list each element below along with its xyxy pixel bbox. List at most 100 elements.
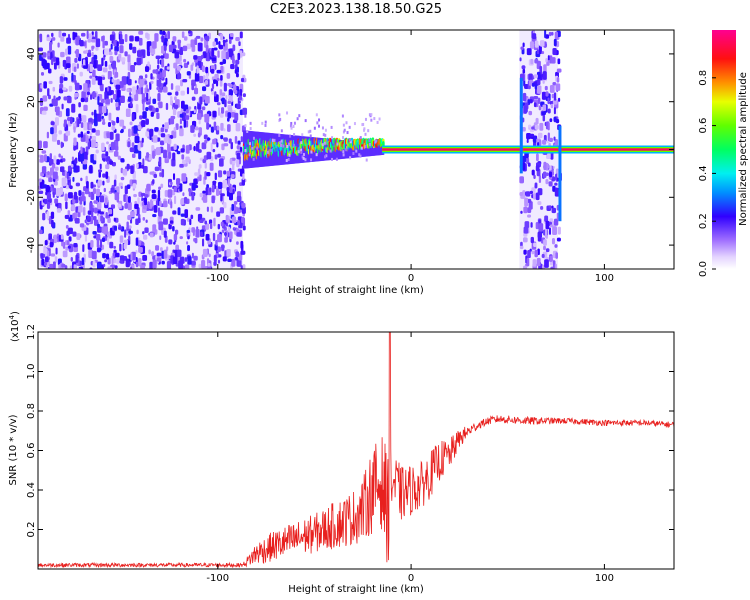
noise-cell xyxy=(130,252,133,261)
noise-cell xyxy=(97,202,102,210)
noise-cell xyxy=(527,249,531,259)
noise-cell xyxy=(212,232,216,242)
noise-cell xyxy=(240,265,243,269)
noise-cell xyxy=(136,57,142,66)
signal-cell xyxy=(355,141,358,158)
noise-cell xyxy=(521,65,526,70)
x-tick-label: 0 xyxy=(408,573,414,584)
snr-panel: -100 0 100 0.2 0.4 0.6 0.8 1.0 1.2 Height of str… xyxy=(8,311,675,595)
signal-cell xyxy=(324,128,327,132)
noise-cell xyxy=(553,107,556,115)
spectrogram-xlabel: Height of straight line (km) xyxy=(288,285,424,296)
noise-cell xyxy=(215,239,218,246)
noise-cell xyxy=(193,145,196,152)
noise-cell xyxy=(221,244,225,252)
noise-cell xyxy=(550,151,554,160)
noise-cell xyxy=(523,105,528,114)
noise-cell xyxy=(173,233,178,241)
noise-cell xyxy=(44,198,48,205)
noise-cell xyxy=(529,41,534,49)
noise-cell xyxy=(236,103,241,110)
noise-cell xyxy=(228,192,234,201)
noise-cell xyxy=(124,202,128,209)
noise-cell xyxy=(536,71,541,80)
noise-cell xyxy=(128,230,133,234)
noise-cell xyxy=(145,131,150,137)
noise-cell xyxy=(67,116,71,121)
noise-cell xyxy=(210,68,215,74)
noise-cell xyxy=(209,162,214,171)
noise-cell xyxy=(224,232,227,236)
noise-cell xyxy=(541,51,545,55)
noise-cell xyxy=(229,33,234,38)
signal-cell xyxy=(249,127,252,131)
noise-cell xyxy=(91,31,94,36)
signal-cell xyxy=(280,143,283,147)
noise-cell xyxy=(117,203,122,208)
signal-cell xyxy=(370,113,373,117)
noise-cell xyxy=(228,48,234,58)
noise-cell xyxy=(214,172,217,181)
noise-cell xyxy=(527,207,532,213)
noise-cell xyxy=(135,237,139,246)
noise-cell xyxy=(190,39,195,48)
noise-cell xyxy=(175,123,179,131)
noise-cell xyxy=(238,41,241,47)
noise-cell xyxy=(201,106,206,111)
noise-cell xyxy=(43,141,48,149)
noise-cell xyxy=(202,65,205,73)
noise-cell xyxy=(193,55,198,60)
noise-cell xyxy=(92,187,97,195)
noise-cell xyxy=(166,66,170,70)
noise-cell xyxy=(60,73,65,77)
signal-cell xyxy=(261,121,264,125)
noise-cell xyxy=(227,117,230,122)
noise-cell xyxy=(63,96,68,101)
noise-cell xyxy=(172,210,177,215)
noise-cell xyxy=(185,109,189,114)
noise-cell xyxy=(150,199,154,207)
noise-cell xyxy=(225,39,228,43)
x-tick-label: 100 xyxy=(595,573,614,584)
noise-cell xyxy=(185,145,190,154)
noise-cell xyxy=(158,186,162,191)
noise-cell xyxy=(107,217,111,223)
noise-cell xyxy=(538,105,542,111)
noise-cell xyxy=(198,164,202,169)
noise-cell xyxy=(38,141,42,151)
noise-cell xyxy=(167,92,172,96)
noise-cell xyxy=(229,38,232,44)
noise-cell xyxy=(180,148,185,153)
noise-cell xyxy=(158,129,162,136)
noise-cell xyxy=(60,51,65,58)
noise-cell xyxy=(221,92,226,97)
noise-cell xyxy=(161,69,166,78)
noise-cell xyxy=(183,58,187,63)
signal-cell xyxy=(330,125,333,129)
noise-cell xyxy=(172,225,175,232)
noise-cell xyxy=(230,63,235,70)
signal-cell xyxy=(370,142,373,157)
signal-cell xyxy=(279,117,282,121)
noise-cell xyxy=(205,44,209,53)
noise-cell xyxy=(45,266,49,269)
noise-cell xyxy=(137,142,141,151)
noise-cell xyxy=(184,209,189,219)
noise-cell xyxy=(159,172,163,177)
noise-cell xyxy=(49,41,52,51)
noise-cell xyxy=(137,240,142,246)
noise-cell xyxy=(219,207,225,214)
signal-cell xyxy=(335,157,338,161)
noise-cell xyxy=(107,121,112,127)
noise-cell xyxy=(154,127,159,132)
signal-cell xyxy=(359,136,362,140)
noise-cell xyxy=(178,260,184,269)
noise-cell xyxy=(549,118,553,123)
noise-cell xyxy=(193,255,198,261)
noise-cell xyxy=(194,237,198,244)
noise-cell xyxy=(194,37,198,46)
signal-cell xyxy=(318,118,321,122)
noise-cell xyxy=(539,40,545,47)
noise-cell xyxy=(177,73,182,80)
noise-cell xyxy=(543,161,547,171)
